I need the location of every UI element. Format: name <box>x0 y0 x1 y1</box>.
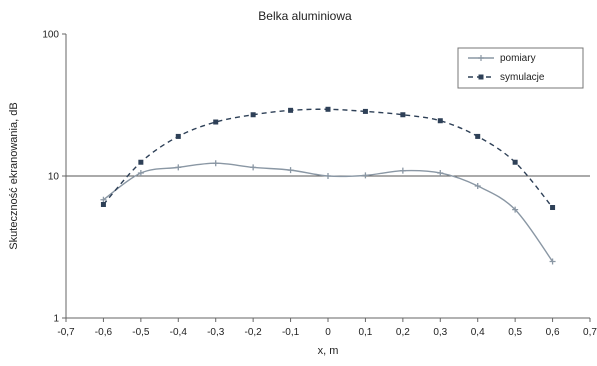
data-point-pomiary <box>437 169 444 176</box>
data-point-symulacje <box>138 159 144 165</box>
y-tick-label: 10 <box>48 172 60 183</box>
data-point-symulacje <box>475 133 481 139</box>
data-point-pomiary <box>325 173 331 179</box>
data-point-pomiary <box>250 164 257 171</box>
x-tick-label: 0,5 <box>508 327 522 338</box>
series-lines <box>102 108 554 262</box>
legend-pomiary-label: pomiary <box>500 53 536 64</box>
legend-box <box>457 47 584 89</box>
x-tick-label: 0 <box>325 327 331 338</box>
series-line-symulacje <box>102 108 554 208</box>
x-tick-label: -0,3 <box>207 327 225 338</box>
data-point-pomiary <box>212 160 219 167</box>
x-tick-label: -0,4 <box>170 327 188 338</box>
x-tick-label: 0,7 <box>583 327 597 338</box>
chart-title: Belka aluminiowa <box>258 9 352 23</box>
x-tick-label: -0,1 <box>282 327 300 338</box>
data-point-pomiary <box>287 167 294 174</box>
legend-symulacje-marker <box>478 74 484 80</box>
x-axis-label: x, m <box>318 345 339 357</box>
x-tick-label: 0,1 <box>358 327 372 338</box>
data-point-pomiary <box>512 206 519 213</box>
data-point-pomiary <box>175 164 182 171</box>
legend-pomiary-marker <box>478 55 484 61</box>
legend: pomiary symulacje <box>457 47 584 89</box>
x-tick-label: 0,2 <box>396 327 410 338</box>
x-tick-label: -0,5 <box>132 327 150 338</box>
data-point-pomiary <box>399 167 406 174</box>
data-point-symulacje <box>250 112 256 118</box>
data-point-symulacje <box>512 159 518 165</box>
y-tick-label: 100 <box>42 30 59 41</box>
data-point-symulacje <box>175 133 181 139</box>
data-point-symulacje <box>325 106 331 112</box>
data-point-pomiary <box>474 183 481 190</box>
plot-area: 1 10 100 -0,7 -0,6 -0,5 -0,4 -0,3 -0,2 -0,1 0 0,1 0… <box>42 30 597 339</box>
x-tick-label: -0,6 <box>95 327 113 338</box>
x-ticks: -0,7 -0,6 -0,5 -0,4 -0,3 -0,2 -0,1 0 0,1 0,2 0,3 0,… <box>57 318 597 338</box>
data-point-pomiary <box>549 258 556 265</box>
data-point-pomiary <box>137 169 144 176</box>
x-tick-label: -0,2 <box>245 327 263 338</box>
data-point-symulacje <box>362 108 368 114</box>
x-tick-label: 0,6 <box>546 327 560 338</box>
y-axis-label: Skuteczność ekranowania, dB <box>8 102 20 249</box>
x-tick-label: 0,3 <box>433 327 447 338</box>
data-point-pomiary <box>362 172 369 179</box>
data-point-symulacje <box>213 119 219 125</box>
x-tick-label: 0,4 <box>471 327 485 338</box>
data-point-symulacje <box>437 118 443 124</box>
x-tick-label: -0,7 <box>57 327 75 338</box>
series-markers <box>100 106 556 265</box>
data-point-pomiary <box>100 196 107 203</box>
data-point-symulacje <box>288 107 294 113</box>
data-point-symulacje <box>100 201 106 207</box>
y-ticks: 1 10 100 <box>42 30 66 325</box>
data-point-symulacje <box>400 112 406 118</box>
y-tick-label: 1 <box>53 314 59 325</box>
data-point-symulacje <box>550 205 556 211</box>
legend-symulacje-label: symulacje <box>500 72 545 83</box>
